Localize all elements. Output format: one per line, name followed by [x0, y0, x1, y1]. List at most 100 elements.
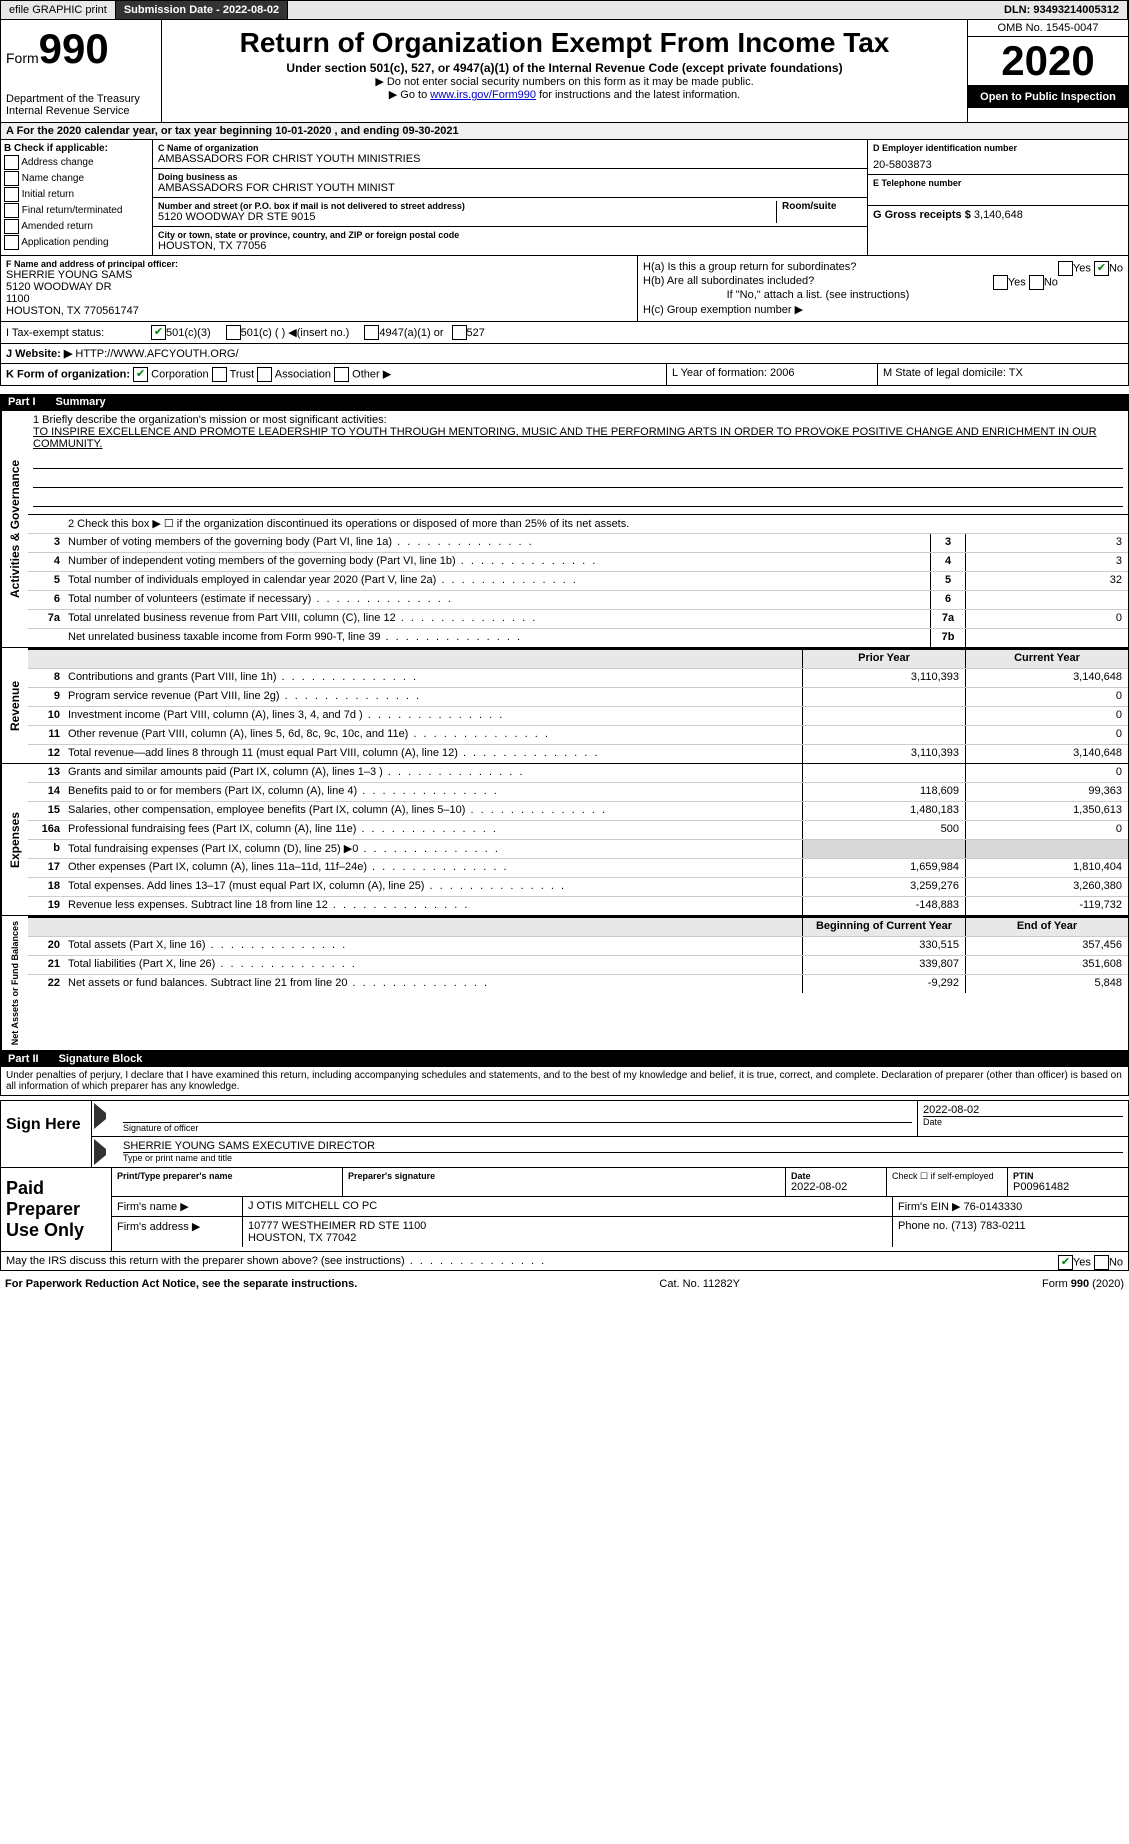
goto-note: ▶ Go to www.irs.gov/Form990 for instruct… — [167, 88, 962, 101]
ein-value: 20-5803873 — [873, 159, 1123, 171]
officer-block: F Name and address of principal officer:… — [1, 256, 637, 321]
officer-addr3: HOUSTON, TX 770561747 — [6, 305, 632, 317]
ptin-value: P00961482 — [1013, 1181, 1123, 1193]
top-bar: efile GRAPHIC print Submission Date - 20… — [0, 0, 1129, 20]
street-value: 5120 WOODWAY DR STE 9015 — [158, 211, 771, 223]
prior-year-header: Prior Year — [802, 650, 965, 668]
year-formation: L Year of formation: 2006 — [666, 364, 877, 385]
check-applicable: B Check if applicable: Address change Na… — [1, 140, 153, 255]
table-row: 13Grants and similar amounts paid (Part … — [28, 764, 1128, 783]
form-word: Form — [6, 50, 39, 66]
checkbox-pending[interactable] — [4, 235, 19, 250]
header-right: OMB No. 1545-0047 2020 Open to Public In… — [967, 20, 1128, 122]
current-year-header: Current Year — [965, 650, 1128, 668]
firm-addr: 10777 WESTHEIMER RD STE 1100 — [248, 1220, 887, 1232]
firm-name-label: Firm's name ▶ — [112, 1197, 243, 1216]
preparer-block: Paid Preparer Use Only Print/Type prepar… — [0, 1168, 1129, 1252]
discuss-no[interactable] — [1094, 1255, 1109, 1270]
dba-label: Doing business as — [158, 172, 862, 182]
mission-label: 1 Briefly describe the organization's mi… — [33, 414, 1123, 426]
hb-no[interactable] — [1029, 275, 1044, 290]
dept-label: Department of the Treasury — [6, 93, 156, 105]
table-row: 17Other expenses (Part IX, column (A), l… — [28, 859, 1128, 878]
website-row: J Website: ▶ HTTP://WWW.AFCYOUTH.ORG/ — [0, 344, 1129, 364]
table-row: 15Salaries, other compensation, employee… — [28, 802, 1128, 821]
street-label: Number and street (or P.O. box if mail i… — [158, 201, 771, 211]
discuss-row: May the IRS discuss this return with the… — [0, 1252, 1129, 1271]
firm-addr2: HOUSTON, TX 77042 — [248, 1232, 887, 1244]
checkbox-initial[interactable] — [4, 187, 19, 202]
netassets-section: Net Assets or Fund Balances Beginning of… — [0, 916, 1129, 1051]
chk-527[interactable] — [452, 325, 467, 340]
table-row: 5Total number of individuals employed in… — [28, 572, 1128, 591]
form-header: Form990 Department of the Treasury Inter… — [0, 20, 1129, 123]
table-row: 19Revenue less expenses. Subtract line 1… — [28, 897, 1128, 915]
expenses-section: Expenses 13Grants and similar amounts pa… — [0, 764, 1129, 916]
side-tab-netassets: Net Assets or Fund Balances — [1, 916, 28, 1050]
arrow-icon — [94, 1103, 116, 1129]
room-label: Room/suite — [777, 201, 862, 223]
end-year-header: End of Year — [965, 918, 1128, 936]
form-number: 990 — [39, 25, 109, 72]
section-fh: F Name and address of principal officer:… — [0, 256, 1129, 322]
chk-501c[interactable] — [226, 325, 241, 340]
city-value: HOUSTON, TX 77056 — [158, 240, 862, 252]
part1-header: Part ISummary — [0, 394, 1129, 410]
irs-label: Internal Revenue Service — [6, 105, 156, 117]
ha-yes[interactable] — [1058, 261, 1073, 276]
chk-4947[interactable] — [364, 325, 379, 340]
table-row: 6Total number of volunteers (estimate if… — [28, 591, 1128, 610]
table-row: 9Program service revenue (Part VIII, lin… — [28, 688, 1128, 707]
chk-corp[interactable] — [133, 367, 148, 382]
beginning-year-header: Beginning of Current Year — [802, 918, 965, 936]
firm-ein: 76-0143330 — [964, 1201, 1023, 1213]
checkbox-amended[interactable] — [4, 219, 19, 234]
signer-name-label: Type or print name and title — [123, 1152, 1123, 1163]
signature-label: Signature of officer — [123, 1122, 912, 1133]
right-info: D Employer identification number 20-5803… — [867, 140, 1128, 255]
org-name-label: C Name of organization — [158, 143, 862, 153]
table-row: 12Total revenue—add lines 8 through 11 (… — [28, 745, 1128, 763]
side-tab-expenses: Expenses — [1, 764, 28, 915]
table-row: 18Total expenses. Add lines 13–17 (must … — [28, 878, 1128, 897]
dln-label: DLN: 93493214005312 — [996, 1, 1128, 19]
ein-label: D Employer identification number — [873, 143, 1123, 153]
phone-label: E Telephone number — [873, 178, 1123, 188]
org-info: C Name of organization AMBASSADORS FOR C… — [153, 140, 867, 255]
org-name: AMBASSADORS FOR CHRIST YOUTH MINISTRIES — [158, 153, 862, 165]
chk-501c3[interactable] — [151, 325, 166, 340]
state-domicile: M State of legal domicile: TX — [877, 364, 1128, 385]
side-tab-governance: Activities & Governance — [1, 411, 28, 647]
preparer-label: Paid Preparer Use Only — [1, 1168, 112, 1251]
revenue-section: Revenue Prior Year Current Year 8Contrib… — [0, 648, 1129, 764]
chk-assoc[interactable] — [257, 367, 272, 382]
officer-addr2: 1100 — [6, 293, 632, 305]
chk-other[interactable] — [334, 367, 349, 382]
chk-trust[interactable] — [212, 367, 227, 382]
footer: For Paperwork Reduction Act Notice, see … — [0, 1275, 1129, 1293]
hb-yes[interactable] — [993, 275, 1008, 290]
checkbox-address[interactable] — [4, 155, 19, 170]
open-inspection: Open to Public Inspection — [968, 86, 1128, 108]
discuss-yes[interactable] — [1058, 1255, 1073, 1270]
firm-name: J OTIS MITCHELL CO PC — [243, 1197, 893, 1216]
sign-here-label: Sign Here — [1, 1101, 92, 1167]
submission-date-button[interactable]: Submission Date - 2022-08-02 — [116, 1, 288, 19]
gross-label: G Gross receipts $ — [873, 209, 971, 221]
city-label: City or town, state or province, country… — [158, 230, 862, 240]
firm-addr-label: Firm's address ▶ — [112, 1217, 243, 1247]
firm-phone: (713) 783-0211 — [951, 1220, 1025, 1232]
checkbox-final[interactable] — [4, 203, 19, 218]
table-row: 3Number of voting members of the governi… — [28, 534, 1128, 553]
table-row: 20Total assets (Part X, line 16)330,5153… — [28, 937, 1128, 956]
irs-link[interactable]: www.irs.gov/Form990 — [430, 89, 536, 101]
checkbox-name[interactable] — [4, 171, 19, 186]
part2-header: Part IISignature Block — [0, 1051, 1129, 1067]
signer-name: SHERRIE YOUNG SAMS EXECUTIVE DIRECTOR — [123, 1140, 1123, 1152]
ssn-note: ▶ Do not enter social security numbers o… — [167, 75, 962, 88]
table-row: 4Number of independent voting members of… — [28, 553, 1128, 572]
table-row: bTotal fundraising expenses (Part IX, co… — [28, 840, 1128, 859]
self-employed: Check ☐ if self-employed — [887, 1168, 1008, 1196]
table-row: 16aProfessional fundraising fees (Part I… — [28, 821, 1128, 840]
ha-no[interactable] — [1094, 261, 1109, 276]
